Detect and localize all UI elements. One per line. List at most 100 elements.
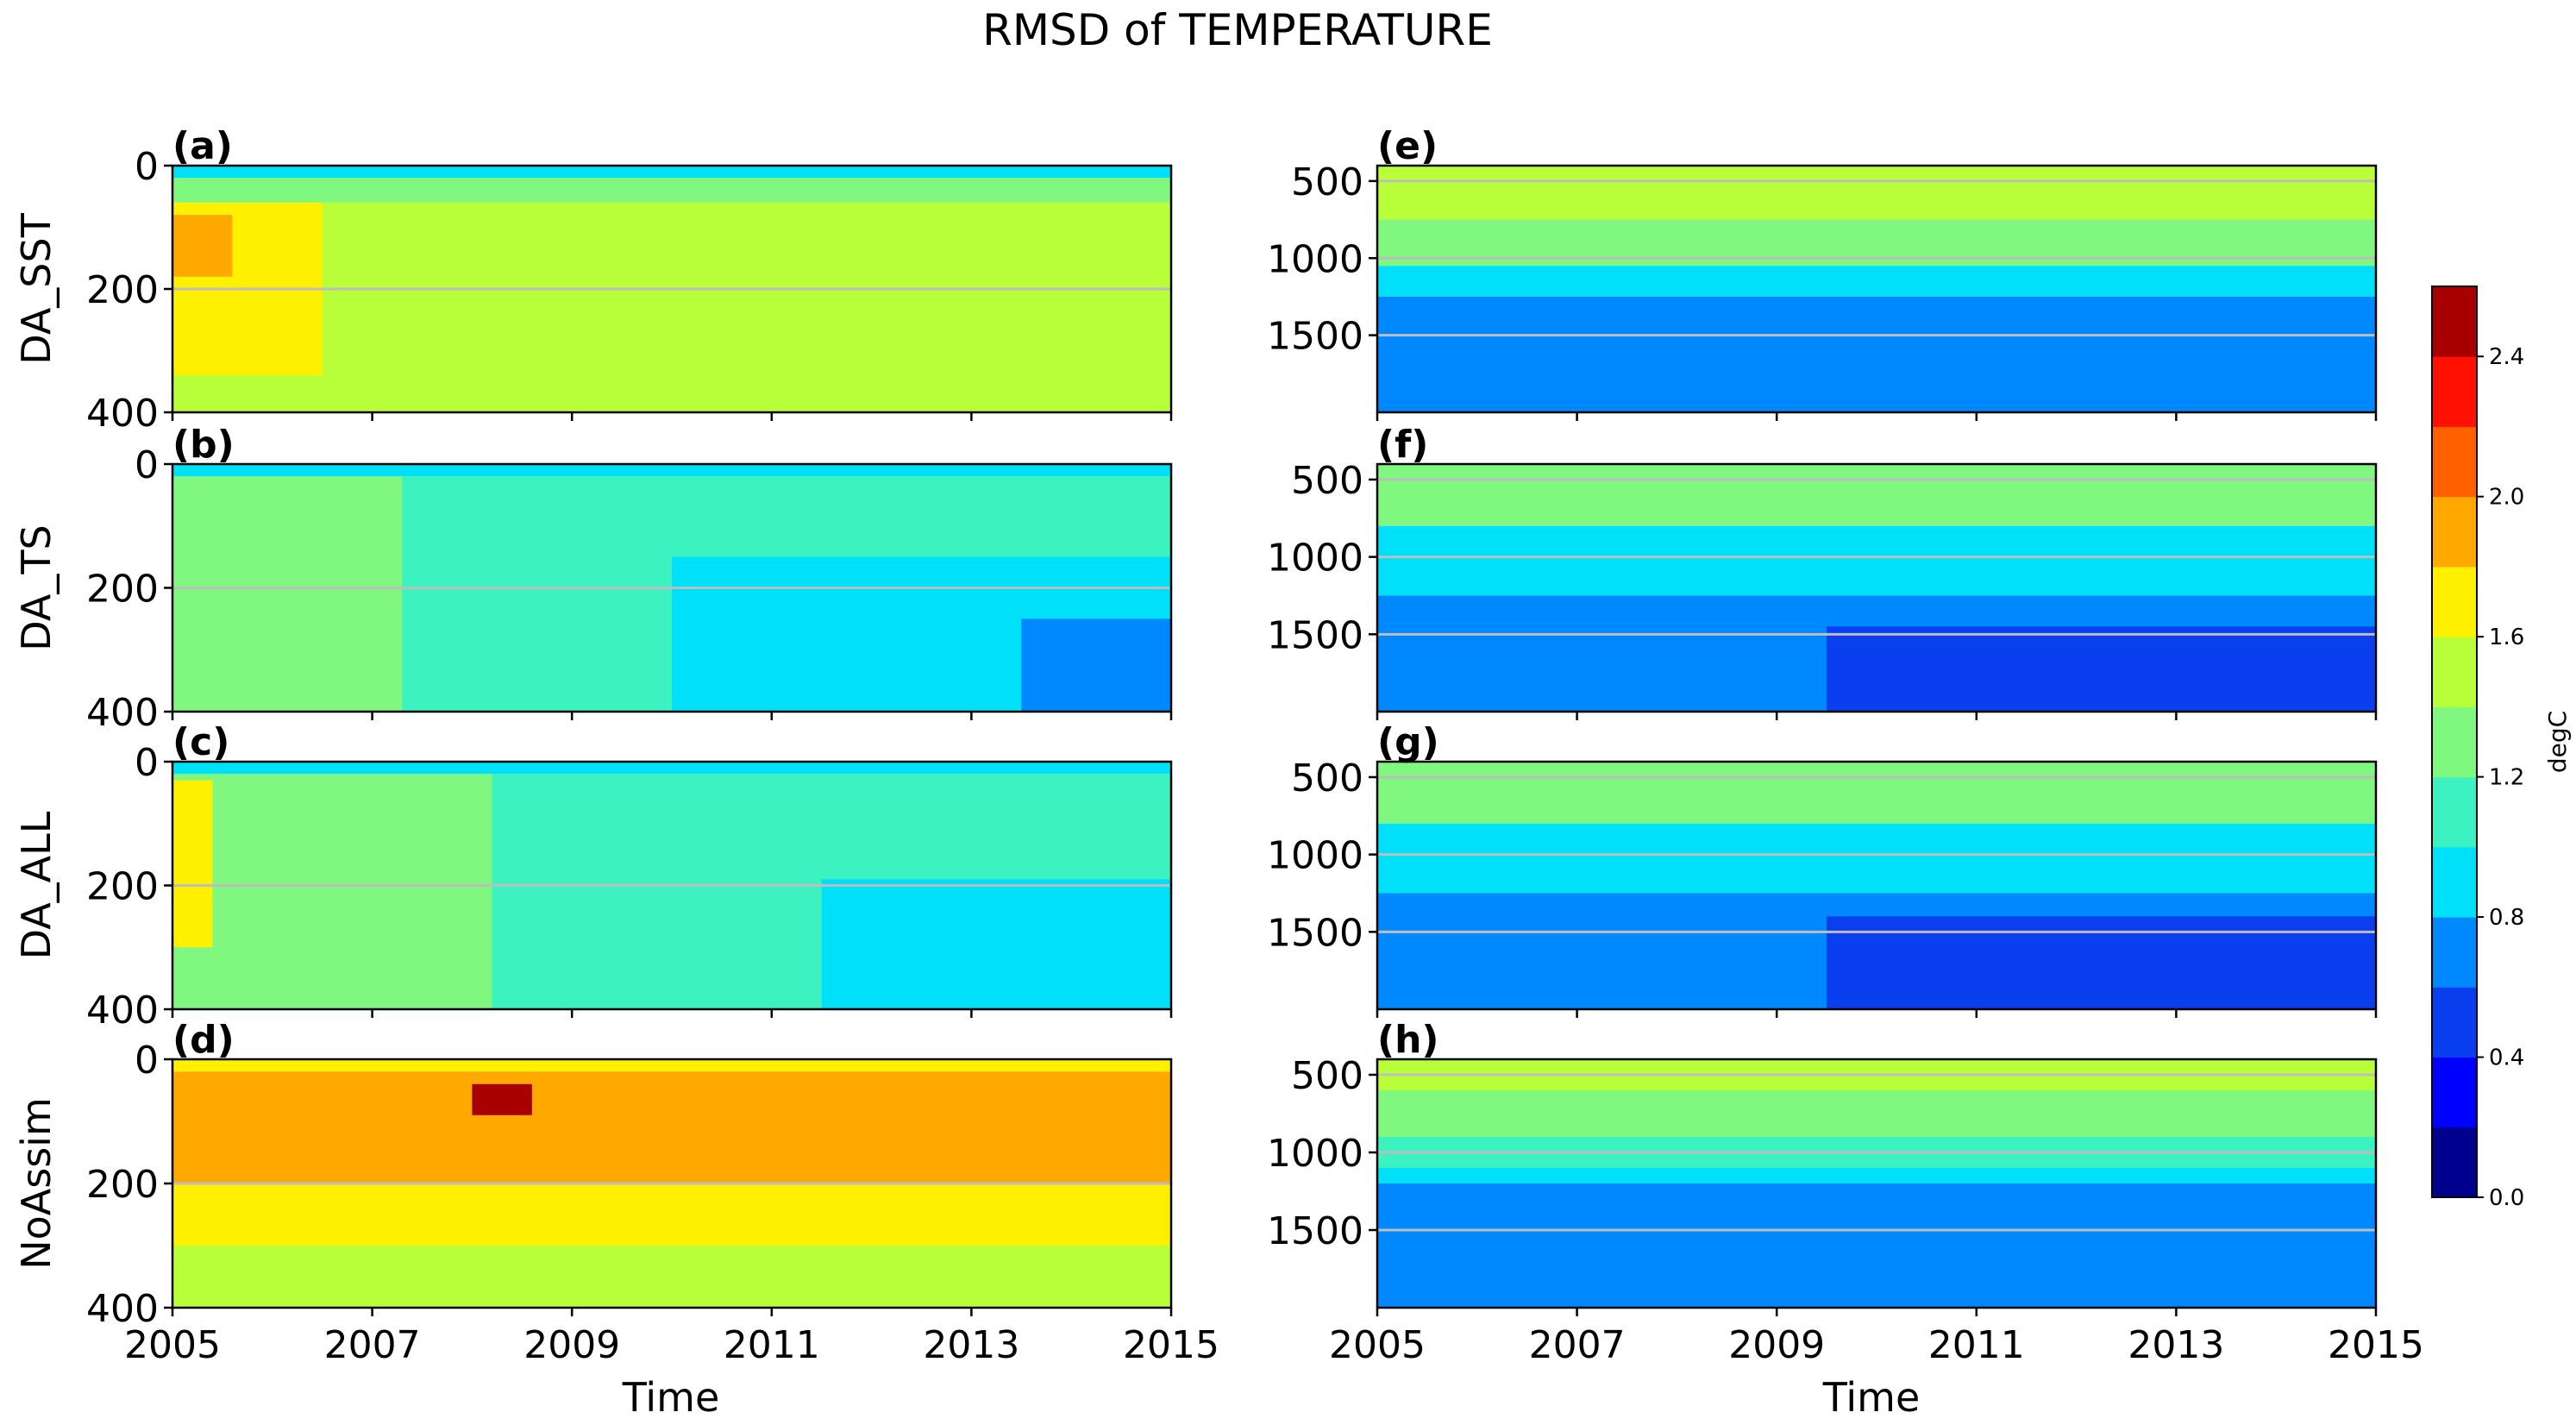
- y-tick-label: 400: [86, 392, 159, 436]
- heatmap-band: [172, 1071, 1171, 1183]
- heatmap-band: [172, 464, 1171, 477]
- x-tick-label: 2013: [2128, 1323, 2224, 1367]
- colorbar-frame: [2431, 286, 2478, 1198]
- y-tick-label: 400: [86, 1287, 159, 1331]
- figure-title: RMSD of TEMPERATURE: [982, 5, 1493, 55]
- heatmap-band: [1377, 823, 2376, 894]
- colorbar-tick-label: 0.4: [2489, 1045, 2524, 1071]
- panel-e: 500 1000 1500 (e): [1267, 124, 2378, 421]
- colorbar-swatch: [2432, 496, 2477, 568]
- panel-label: (b): [172, 423, 235, 467]
- heatmap-field: [1377, 464, 2376, 712]
- y-axis-label: NoAssim: [13, 1097, 60, 1270]
- panel-h: 500 1000 1500 2005 2007 2009 2011 2013 2015 (h): [1267, 1018, 2424, 1367]
- y-tick-label: 0: [135, 145, 159, 189]
- panel-label: (d): [172, 1018, 235, 1062]
- heatmap-band: [172, 178, 1171, 203]
- y-tick-label: 500: [1291, 160, 1363, 204]
- x-tick-label: 2005: [124, 1323, 221, 1367]
- heatmap-field: [172, 1059, 1171, 1308]
- y-axis-label: DA_TS: [13, 524, 60, 650]
- colorbar-tick-label: 0.0: [2489, 1185, 2524, 1211]
- heatmap-band: [1377, 166, 2376, 220]
- colorbar: 0.0 0.4 0.8 1.2 1.6 2.0 2.4 degC: [2431, 286, 2572, 1211]
- colorbar-swatch: [2432, 1057, 2477, 1128]
- y-tick-label: 1000: [1267, 237, 1363, 281]
- y-tick-label: 400: [86, 691, 159, 735]
- heatmap-band: [1377, 296, 2376, 412]
- heatmap-band: [1377, 1168, 2376, 1183]
- x-axis-label-left: Time: [622, 1374, 720, 1421]
- y-tick-label: 1000: [1267, 834, 1363, 878]
- y-tick-label: 500: [1291, 756, 1363, 800]
- y-tick-label: 200: [86, 268, 159, 312]
- axes-frame: [1376, 164, 2378, 414]
- colorbar-tick-label: 1.6: [2489, 625, 2524, 650]
- y-tick-label: 400: [86, 989, 159, 1033]
- heatmap-band: [172, 202, 1171, 412]
- y-tick-label: 0: [135, 1039, 159, 1083]
- heatmap-band: [172, 780, 213, 948]
- y-tick-label: 1500: [1267, 315, 1363, 359]
- y-tick-label: 0: [135, 741, 159, 785]
- colorbar-tick-label: 1.2: [2489, 765, 2524, 791]
- y-tick-label: 500: [1291, 459, 1363, 503]
- x-tick-label: 2009: [523, 1323, 620, 1367]
- y-tick-label: 0: [135, 443, 159, 487]
- x-tick-label: 2011: [724, 1323, 820, 1367]
- heatmap-field: [1377, 762, 2376, 1009]
- heatmap-band: [1377, 1090, 2376, 1137]
- heatmap-band: [1377, 266, 2376, 297]
- panel-a: 0 200 400 (a) DA_SST: [13, 124, 1173, 436]
- y-tick-label: 1500: [1267, 613, 1363, 657]
- axes-frame: [1376, 462, 2378, 713]
- colorbar-swatch: [2432, 987, 2477, 1058]
- colorbar-swatch: [2432, 286, 2477, 357]
- y-tick-label: 200: [86, 1163, 159, 1207]
- heatmap-band: [1827, 916, 2376, 1009]
- colorbar-swatch: [2432, 637, 2477, 707]
- x-tick-label: 2013: [923, 1323, 1019, 1367]
- panel-label: (f): [1377, 423, 1428, 467]
- x-tick-label: 2005: [1329, 1323, 1426, 1367]
- colorbar-swatch: [2432, 846, 2477, 918]
- heatmap-band: [821, 879, 1171, 1009]
- colorbar-label: degC: [2543, 711, 2572, 773]
- heatmap-band: [172, 1246, 1171, 1308]
- panel-g: 500 1000 1500 (g): [1267, 720, 2378, 1018]
- heatmap-band: [172, 476, 403, 712]
- y-tick-label: 1500: [1267, 1209, 1363, 1253]
- colorbar-swatch: [2432, 566, 2477, 637]
- y-axis-label: DA_ALL: [13, 811, 60, 959]
- colorbar-swatch: [2432, 917, 2477, 988]
- y-tick-label: 500: [1291, 1054, 1363, 1098]
- y-tick-label: 1500: [1267, 911, 1363, 955]
- heatmap-field: [1377, 1059, 2376, 1308]
- y-tick-label: 1000: [1267, 1132, 1363, 1176]
- colorbar-swatch: [2432, 706, 2477, 778]
- colorbar-swatch: [2432, 1127, 2477, 1198]
- panel-f: 500 1000 1500 (f): [1267, 423, 2378, 720]
- colorbar-swatch: [2432, 776, 2477, 848]
- y-tick-label: 200: [86, 865, 159, 909]
- x-tick-label: 2007: [1529, 1323, 1626, 1367]
- heatmap-band: [172, 166, 1171, 179]
- panel-label: (c): [172, 720, 229, 764]
- heatmap-band: [1827, 626, 2376, 712]
- y-axis-label: DA_SST: [13, 212, 60, 364]
- y-tick-label: 200: [86, 568, 159, 612]
- heatmap-band: [172, 215, 233, 277]
- panels: 0 200 400 (a) DA_SST 0 200 400 (b) DA_TS 0 200 400 (c…: [13, 124, 2424, 1367]
- heatmap-band: [1377, 525, 2376, 596]
- colorbar-swatch: [2432, 426, 2477, 498]
- heatmap-field: [1377, 166, 2376, 412]
- colorbar-tick-label: 2.0: [2489, 485, 2524, 511]
- heatmap-band: [172, 1183, 1171, 1246]
- heatmap-field: [172, 464, 1171, 712]
- x-axis-label-right: Time: [1822, 1374, 1921, 1421]
- x-tick-label: 2007: [324, 1323, 421, 1367]
- heatmap-band: [1377, 762, 2376, 824]
- x-tick-label: 2015: [1123, 1323, 1219, 1367]
